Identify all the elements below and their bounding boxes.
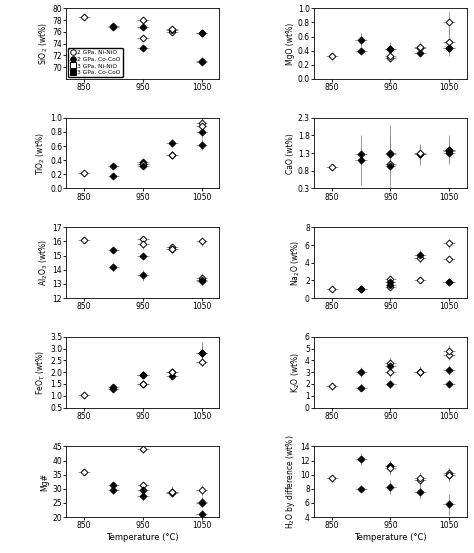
Legend: 2 GPa, Ni-NiO, 2 GPa, Co-CoO, 3 GPa, Ni-NiO, 3 GPa, Co-CoO: 2 GPa, Ni-NiO, 2 GPa, Co-CoO, 3 GPa, Ni-… (68, 48, 123, 77)
Y-axis label: MgO (wt%): MgO (wt%) (286, 23, 295, 65)
Y-axis label: CaO (wt%): CaO (wt%) (286, 133, 295, 174)
X-axis label: Temperature (°C): Temperature (°C) (107, 533, 179, 542)
Y-axis label: FeO$_T$ (wt%): FeO$_T$ (wt%) (35, 349, 47, 395)
Y-axis label: TiO$_2$ (wt%): TiO$_2$ (wt%) (35, 132, 47, 175)
Y-axis label: H$_2$O by difference (wt%): H$_2$O by difference (wt%) (284, 435, 298, 529)
Y-axis label: Mg#: Mg# (41, 473, 50, 491)
X-axis label: Temperature (°C): Temperature (°C) (354, 533, 427, 542)
Y-axis label: Na$_2$O (wt%): Na$_2$O (wt%) (290, 239, 302, 286)
Y-axis label: SiO$_2$ (wt%): SiO$_2$ (wt%) (37, 22, 50, 65)
Y-axis label: K$_2$O (wt%): K$_2$O (wt%) (290, 352, 302, 393)
Y-axis label: Al$_2$O$_3$ (wt%): Al$_2$O$_3$ (wt%) (37, 239, 50, 286)
